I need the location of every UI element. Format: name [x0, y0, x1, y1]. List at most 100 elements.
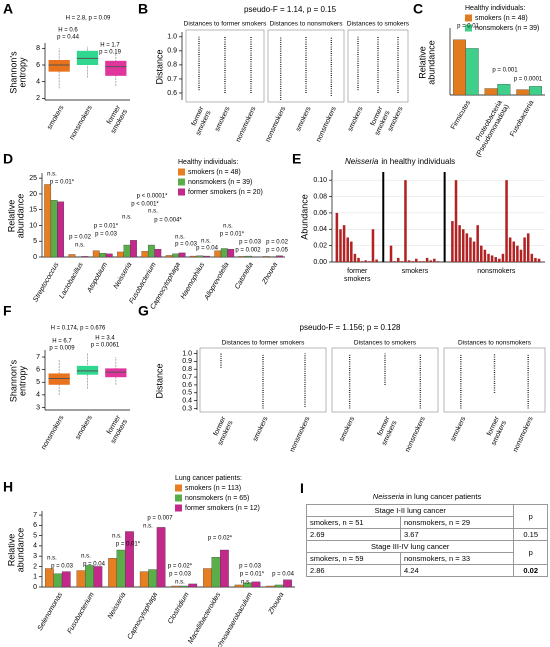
bar: [472, 241, 476, 262]
bar: [350, 241, 353, 262]
bar: [483, 249, 487, 262]
bar: [203, 568, 212, 588]
x-tick-label: smokers: [252, 415, 270, 442]
bar: [130, 240, 137, 258]
header-cell: p: [513, 504, 548, 529]
bar: [117, 251, 124, 258]
value-cell: 0.02: [513, 564, 548, 577]
x-tick-label: smokers: [339, 415, 357, 442]
y-tick-label: 1.0: [182, 350, 192, 357]
panel-label: I: [300, 480, 304, 496]
annotation: H = 6.7: [52, 339, 72, 345]
legend-swatch: [178, 188, 185, 196]
y-tick-label: 0.08: [313, 193, 327, 200]
annotation: p = 0.44: [57, 35, 80, 41]
y-axis-label: Distance: [154, 363, 164, 398]
x-tick-label: nonsmokers: [315, 105, 338, 143]
bar: [339, 229, 342, 262]
bar: [68, 254, 76, 258]
annotation: H = 3.4: [95, 336, 115, 342]
y-axis-label: Shannon's: [8, 51, 18, 94]
annotation: n.s.: [47, 172, 57, 178]
legend-label: smokers (n = 48): [188, 169, 241, 176]
value-cell: 2.69: [305, 528, 402, 541]
legend-label: smokers (n = 48): [475, 15, 528, 22]
x-tick-label: Zhouea: [261, 261, 279, 286]
subplot-frame: [199, 347, 327, 413]
x-tick-label: Selenomonas: [37, 591, 65, 632]
bar: [425, 257, 429, 262]
y-axis-label: entropy: [17, 365, 27, 396]
y-tick-label: 4: [33, 543, 37, 550]
box: [76, 365, 99, 375]
y-axis-label: Relative: [417, 46, 427, 79]
legend-label: nonsmokers (n = 65): [185, 495, 249, 502]
y-axis-label: Relative: [6, 534, 16, 567]
bar: [508, 237, 512, 262]
y-tick-label: 0: [33, 254, 37, 261]
annotation: p = 0.04: [83, 562, 106, 568]
chart-title: in healthy individuals: [381, 157, 455, 166]
bar: [415, 258, 418, 262]
panel-label: G: [138, 303, 149, 319]
x-tick-label: nonsmokers: [40, 414, 65, 451]
title-text: in lung cancer patients: [406, 492, 482, 501]
bar: [360, 261, 364, 262]
panel-label: E: [292, 151, 301, 167]
bar: [108, 558, 117, 588]
y-tick-label: 4: [36, 392, 40, 399]
subplot-title: Distances to smokers: [347, 21, 410, 28]
annotation: n.s.: [175, 235, 185, 241]
bar: [393, 261, 396, 262]
legend-swatch: [178, 178, 185, 186]
subplot-frame: [185, 29, 265, 103]
annotation: n.s.: [223, 224, 233, 230]
subplot-title: Distances to smokers: [354, 340, 417, 347]
chart-title: Neisseria: [345, 157, 379, 166]
table: Stage I-II lung cancer p smokers, n = 51 n…: [305, 504, 548, 577]
bar: [516, 89, 530, 96]
bar: [526, 233, 530, 262]
x-tick-label: Clostridium: [167, 591, 191, 625]
bar: [389, 245, 393, 262]
x-tick-label: smokers: [347, 105, 365, 132]
bar: [465, 48, 479, 96]
bar: [494, 257, 497, 262]
value-cell: 4.24: [400, 564, 515, 577]
y-tick-label: 0.10: [313, 177, 327, 184]
y-tick-label: 7: [36, 354, 40, 361]
annotation: p = 0.04: [196, 246, 219, 252]
x-tick-label: nonsmokers: [404, 415, 427, 453]
bar: [530, 253, 534, 262]
x-tick-label: Neisseria: [107, 591, 128, 620]
bar: [453, 39, 466, 96]
y-axis-label: Abundance: [299, 194, 309, 240]
annotation: H = 2.8, p = 0.09: [66, 16, 111, 22]
annotation: p = 0.001: [492, 68, 518, 74]
bar: [266, 585, 276, 588]
legend-swatch: [178, 168, 185, 176]
x-tick-label: Lactobacillus: [58, 261, 85, 300]
bar: [469, 237, 472, 262]
bar: [211, 557, 221, 588]
header-cell: smokers, n = 51: [305, 516, 402, 529]
panel-label: D: [3, 151, 13, 167]
x-tick-label: Zhouea: [267, 591, 285, 616]
bar: [275, 255, 283, 258]
y-tick-label: 0.4: [182, 397, 192, 404]
bar: [165, 255, 173, 258]
bar: [534, 257, 537, 262]
y-tick-label: 2: [33, 563, 37, 570]
annotation: p = 0.04: [272, 572, 295, 578]
x-tick-label: Haemophilus: [180, 261, 207, 300]
bar: [519, 249, 523, 262]
x-tick-label: smokers: [214, 105, 232, 132]
y-tick-label: 0.7: [182, 374, 192, 381]
bar: [529, 86, 542, 96]
bar: [523, 237, 526, 262]
bar: [116, 549, 126, 588]
annotation: n.s.: [143, 524, 153, 530]
bar: [461, 229, 465, 262]
annotation: H = 1.7: [100, 43, 120, 49]
y-axis-label: entropy: [17, 57, 27, 88]
